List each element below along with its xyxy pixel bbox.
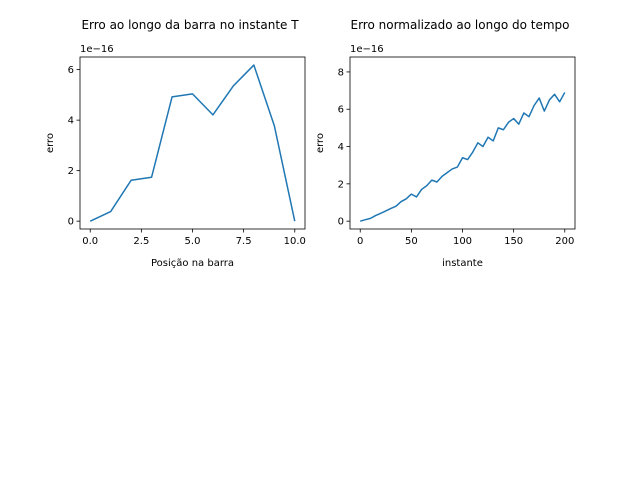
right-x-tick-label: 50: [405, 236, 418, 247]
left-axes-frame: [79, 56, 306, 230]
left-y-tick-label: 2: [68, 166, 74, 177]
right-x-tick-label: 100: [453, 236, 472, 247]
left-y-tick-label: 4: [68, 116, 74, 127]
right-y-tick-label: 6: [338, 105, 344, 116]
left-x-tick-label: 2.5: [133, 236, 149, 247]
left-y-tick-label: 6: [68, 65, 74, 76]
right-y-tick-label: 8: [338, 67, 344, 78]
right-offset-text: 1e−16: [350, 44, 384, 55]
right-series-line: [360, 92, 566, 222]
right-y-tick-label: 2: [338, 179, 344, 190]
right-chart-title: Erro normalizado ao longo do tempo: [350, 18, 569, 32]
right-y-tick-label: 4: [338, 142, 344, 153]
left-ticks: 0.0 2.5 5.0 7.5 10.0 0 2 4 6: [68, 65, 306, 247]
right-ticks: 0 50 100 150 200 0 2 4 6 8: [338, 67, 575, 247]
left-series-line: [89, 64, 296, 222]
chart-left: Erro ao longo da barra no instante T 1e−…: [45, 18, 306, 269]
right-y-tick-label: 0: [338, 217, 344, 228]
left-y-axis-label: erro: [45, 133, 56, 153]
left-offset-text: 1e−16: [80, 44, 114, 55]
left-chart-title: Erro ao longo da barra no instante T: [81, 18, 299, 32]
right-x-tick-label: 150: [504, 236, 523, 247]
right-x-axis-label: instante: [442, 258, 483, 269]
left-x-axis-label: Posição na barra: [151, 258, 234, 269]
right-x-tick-label: 200: [555, 236, 574, 247]
left-x-tick-label: 10.0: [284, 236, 306, 247]
chart-right: Erro normalizado ao longo do tempo 1e−16…: [315, 18, 576, 269]
left-x-tick-label: 5.0: [185, 236, 201, 247]
right-y-axis-label: erro: [315, 133, 326, 153]
left-x-tick-label: 7.5: [236, 236, 252, 247]
left-x-tick-label: 0.0: [82, 236, 98, 247]
right-axes-frame: [349, 56, 576, 230]
right-x-tick-label: 0: [357, 236, 363, 247]
left-y-tick-label: 0: [68, 217, 74, 228]
